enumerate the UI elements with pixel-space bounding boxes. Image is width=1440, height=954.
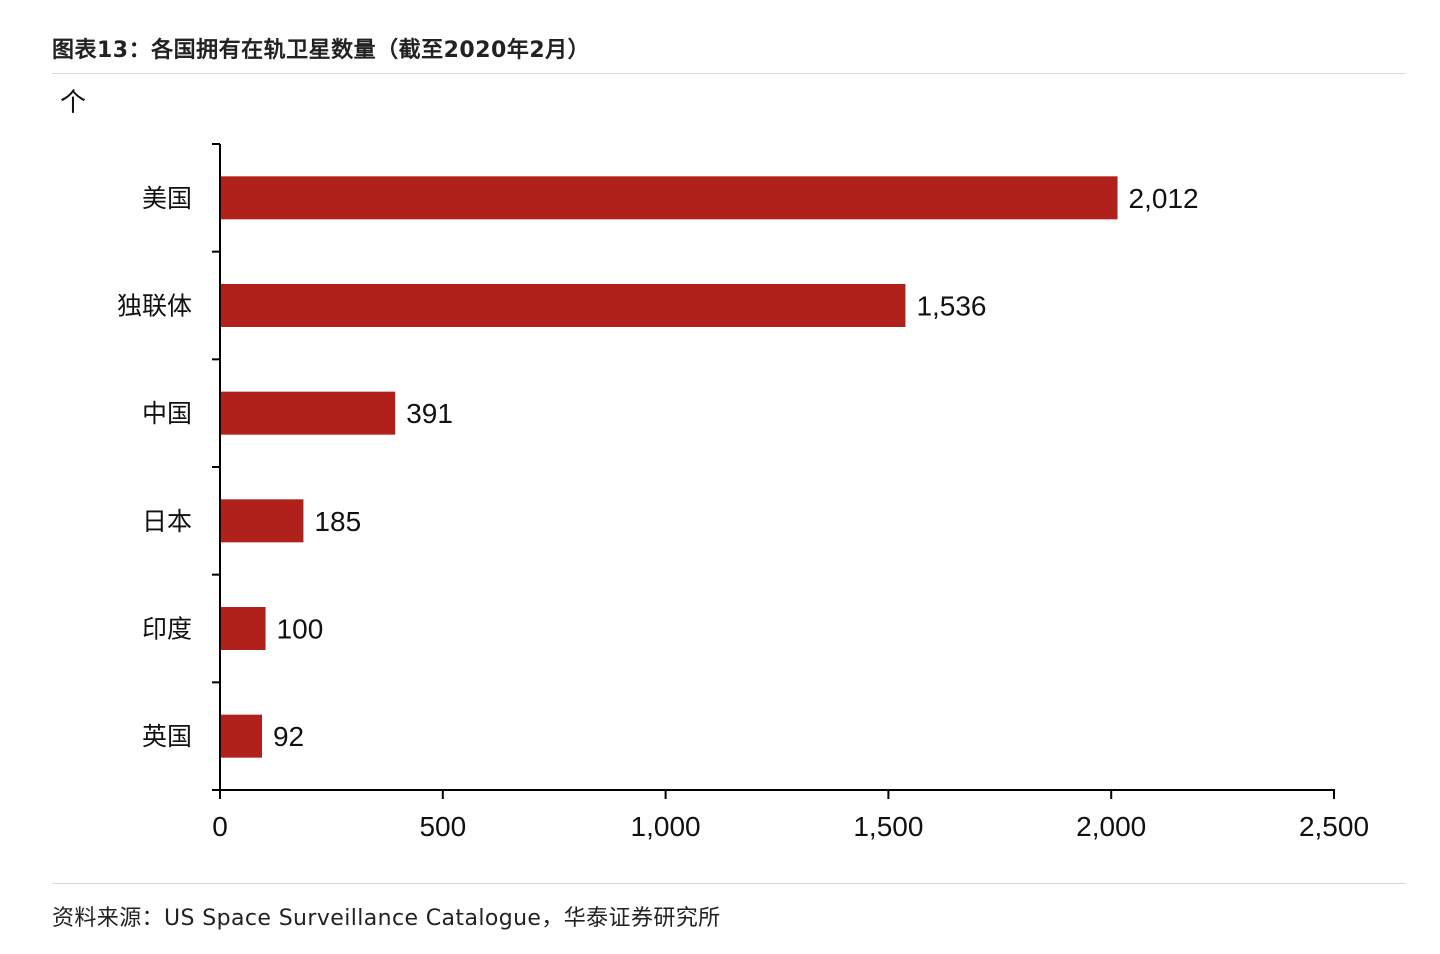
data-label: 391 (406, 398, 453, 429)
source-divider (52, 883, 1406, 884)
bar (221, 176, 1118, 220)
source-note: 资料来源：US Space Surveillance Catalogue，华泰证… (52, 906, 721, 931)
figure-title: 图表13：各国拥有在轨卫星数量（截至2020年2月） (52, 38, 591, 63)
value-axis-tick-label: 1,000 (631, 811, 701, 842)
bar (221, 607, 266, 650)
category-label: 中国 (142, 399, 192, 428)
category-label: 美国 (142, 184, 192, 213)
category-label: 独联体 (117, 292, 192, 321)
value-axis-tick-label: 1,500 (853, 811, 923, 842)
value-axis-tick-label: 500 (419, 811, 466, 842)
value-axis-tick-label: 0 (212, 811, 228, 842)
value-axis-tick-label: 2,000 (1076, 811, 1146, 842)
category-label: 英国 (142, 722, 192, 751)
bar (221, 714, 262, 758)
category-label: 印度 (142, 615, 192, 644)
data-label: 100 (277, 614, 324, 645)
bar (221, 391, 396, 435)
value-axis-tick-label: 2,500 (1299, 811, 1369, 842)
category-label: 日本 (142, 507, 192, 536)
data-label: 2,012 (1129, 183, 1199, 214)
bar (221, 284, 906, 327)
data-label: 1,536 (916, 291, 986, 322)
bar-chart: 0 500 1,000 1,500 2,000 2,500 美国 2,012 独联体 1,536 中… (117, 143, 1369, 842)
bar (221, 499, 304, 543)
data-label: 92 (273, 721, 304, 752)
unit-label: 个 (60, 88, 87, 118)
title-divider (52, 73, 1406, 74)
data-label: 185 (314, 506, 361, 537)
